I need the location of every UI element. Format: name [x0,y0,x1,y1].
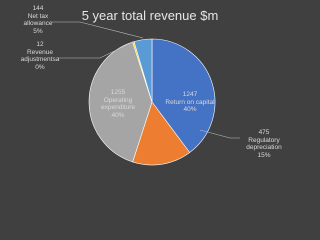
label-name: Return on capital [165,98,215,106]
label-value: 1255 [110,89,126,96]
label-name: Regulatory depreciation [246,136,282,152]
label-value: 475 [258,129,270,136]
label-value: 144 [32,5,44,12]
label-name: Revenue adjustmentsa [20,48,60,64]
leader-line [199,129,240,139]
pie-slice [132,101,191,166]
label-percent: 40% [183,105,197,113]
label-percent: 5% [33,27,43,35]
label-percent: 0% [35,63,45,71]
pie [88,38,216,166]
label-value: 12 [36,41,44,48]
label-value: 1247 [182,90,198,98]
data-label: 12 Revenue adjustmentsa 0% [14,41,66,71]
chart-title: 5 year total revenue $m [81,8,219,23]
chart-canvas [52,21,240,166]
label-name: Operating expenditure [101,96,135,112]
label-name: Net tax allowance [23,12,53,28]
data-label: 1247 Return on capital 40% [160,91,220,114]
pie-slice [151,38,216,153]
label-percent: 15% [257,151,271,159]
chart: 5 year total revenue $m 1247 Return on ca… [14,5,290,166]
data-label: 1255 Operating expenditure 40% [94,89,142,119]
label-percent: 40% [111,111,125,119]
leader-line [58,41,134,59]
pie-slice [133,38,153,103]
data-label: 475 Regulatory depreciation 15% [238,129,290,159]
data-label: 144 Net tax allowance 5% [16,5,60,35]
leader-line [52,21,144,39]
